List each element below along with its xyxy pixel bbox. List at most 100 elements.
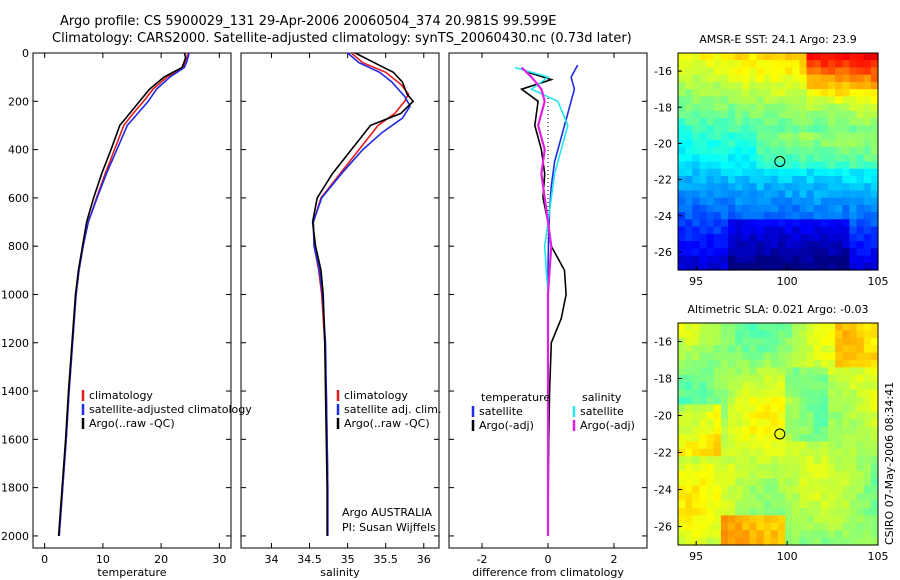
- sst_map-heatmap-cell: [835, 175, 843, 184]
- sst_map-heatmap-cell: [828, 154, 836, 163]
- sst_map-heatmap-cell: [813, 103, 822, 112]
- sst_map-heatmap-cell: [806, 248, 815, 257]
- sst_map-heatmap-cell: [749, 96, 758, 105]
- sst_map-heatmap-cell: [806, 53, 815, 61]
- sla_map-heatmap-cell: [728, 411, 736, 420]
- sst_map-heatmap-cell: [820, 183, 829, 192]
- sla_map-heatmap-cell: [870, 522, 879, 531]
- sla_map-heatmap-cell: [749, 522, 758, 531]
- sst_map-heatmap-cell: [770, 226, 779, 235]
- sst_map-heatmap-cell: [799, 248, 808, 257]
- sla_map-heatmap-cell: [685, 382, 693, 391]
- sla_map-heatmap-cell: [828, 323, 836, 331]
- sst_map-heatmap-cell: [720, 118, 729, 126]
- sla_map-heatmap-cell: [835, 330, 843, 339]
- sst_map-heatmap-cell: [792, 255, 801, 264]
- sst_map-heatmap-cell: [813, 219, 822, 228]
- sst_map-heatmap-cell: [699, 161, 708, 170]
- sla_map-heatmap-cell: [835, 374, 843, 383]
- sla_map-heatmap-cell: [770, 374, 779, 383]
- sla_map-heatmap-cell: [856, 441, 865, 450]
- sst_map-heatmap-cell: [799, 219, 808, 228]
- sst_map-heatmap-cell: [828, 139, 836, 148]
- sst_map-heatmap-cell: [842, 248, 851, 257]
- sla_map-ytick-label: -24: [654, 484, 672, 497]
- sla_map-heatmap-cell: [749, 485, 758, 494]
- sst_map-heatmap-cell: [842, 212, 851, 220]
- sst_map-heatmap-cell: [720, 219, 729, 228]
- sst_map-heatmap-cell: [870, 161, 879, 170]
- sla_map-heatmap-cell: [735, 389, 743, 398]
- sst_map-heatmap-cell: [792, 132, 801, 141]
- sla_map-heatmap-cell: [692, 345, 701, 354]
- sst_map-heatmap-cell: [735, 212, 743, 220]
- sst_map-heatmap-cell: [785, 110, 793, 119]
- sst_map-heatmap-cell: [770, 197, 779, 206]
- sla_map-heatmap-cell: [735, 419, 743, 428]
- sla_map-heatmap-cell: [863, 500, 872, 509]
- sla_map-heatmap-cell: [749, 382, 758, 391]
- sla_map-heatmap-cell: [856, 330, 865, 339]
- sst_map-heatmap-cell: [828, 175, 836, 184]
- sst_map-heatmap-cell: [828, 190, 836, 199]
- sst_map-heatmap-cell: [763, 168, 772, 177]
- sla_map-heatmap-cell: [820, 352, 829, 361]
- sst_map-heatmap-cell: [720, 132, 729, 141]
- sla_map-heatmap-cell: [749, 323, 758, 331]
- sla_map-heatmap-cell: [828, 374, 836, 383]
- sst_map-heatmap-cell: [870, 233, 879, 242]
- sst_map-heatmap-cell: [849, 204, 858, 213]
- sla_map-heatmap-cell: [828, 337, 836, 346]
- sst_map-heatmap-cell: [778, 161, 786, 170]
- sla_map-heatmap-cell: [849, 537, 858, 546]
- sla_map-heatmap-cell: [742, 367, 751, 376]
- sla_map-heatmap-cell: [685, 419, 693, 428]
- sst_map-heatmap-cell: [720, 204, 729, 213]
- sla_map-heatmap-cell: [863, 456, 872, 465]
- sla_map-heatmap-cell: [849, 508, 858, 516]
- sla_map-heatmap-cell: [799, 426, 808, 435]
- sla_map-heatmap-cell: [742, 530, 751, 539]
- sla_map-heatmap-cell: [706, 485, 715, 494]
- sst_map-heatmap-cell: [849, 175, 858, 184]
- sla_map-heatmap-cell: [849, 330, 858, 339]
- sla_map-heatmap-cell: [856, 522, 865, 531]
- sla_map-heatmap-cell: [770, 337, 779, 346]
- sla_map-heatmap-cell: [713, 352, 722, 361]
- sst_map-heatmap-cell: [720, 147, 729, 155]
- sst_map-heatmap-cell: [728, 154, 736, 163]
- difference-xtick-label: 0: [545, 553, 552, 566]
- sla_map-heatmap-cell: [763, 441, 772, 450]
- sst_map-heatmap-cell: [770, 183, 779, 192]
- sst_map-heatmap-cell: [842, 161, 851, 170]
- sst_map-heatmap-cell: [835, 110, 843, 119]
- sst_map-heatmap-cell: [713, 67, 722, 76]
- sst_map-heatmap-cell: [828, 81, 836, 90]
- sla_map-heatmap-cell: [870, 485, 879, 494]
- sla_map-heatmap-cell: [720, 382, 729, 391]
- sst_map-heatmap-cell: [678, 110, 686, 119]
- sst_map-heatmap-cell: [863, 74, 872, 83]
- sla_map-heatmap-cell: [799, 515, 808, 524]
- sst_map-heatmap-cell: [692, 183, 701, 192]
- difference-legend-title-temperature: temperature: [481, 391, 550, 404]
- sla_map-heatmap-cell: [678, 530, 686, 539]
- sla_map-heatmap-cell: [778, 374, 786, 383]
- sst_map-heatmap-cell: [828, 147, 836, 155]
- sst_map-heatmap-cell: [770, 74, 779, 83]
- sla_map-title: Altimetric SLA: 0.021 Argo: -0.03: [688, 303, 869, 316]
- sst_map-heatmap-cell: [763, 53, 772, 61]
- sla_map-heatmap-cell: [849, 426, 858, 435]
- sla_map-heatmap-cell: [685, 434, 693, 442]
- sla_map-heatmap-cell: [849, 522, 858, 531]
- sla_map-heatmap-cell: [792, 382, 801, 391]
- sla_map-heatmap-cell: [806, 389, 815, 398]
- sst_map-heatmap-cell: [813, 118, 822, 126]
- sst_map-heatmap-cell: [813, 110, 822, 119]
- sst_map-heatmap-cell: [728, 96, 736, 105]
- sla_map-heatmap-cell: [842, 508, 851, 516]
- sst_map-heatmap-cell: [678, 197, 686, 206]
- sst_map-heatmap-cell: [685, 110, 693, 119]
- sla_map-heatmap-cell: [678, 419, 686, 428]
